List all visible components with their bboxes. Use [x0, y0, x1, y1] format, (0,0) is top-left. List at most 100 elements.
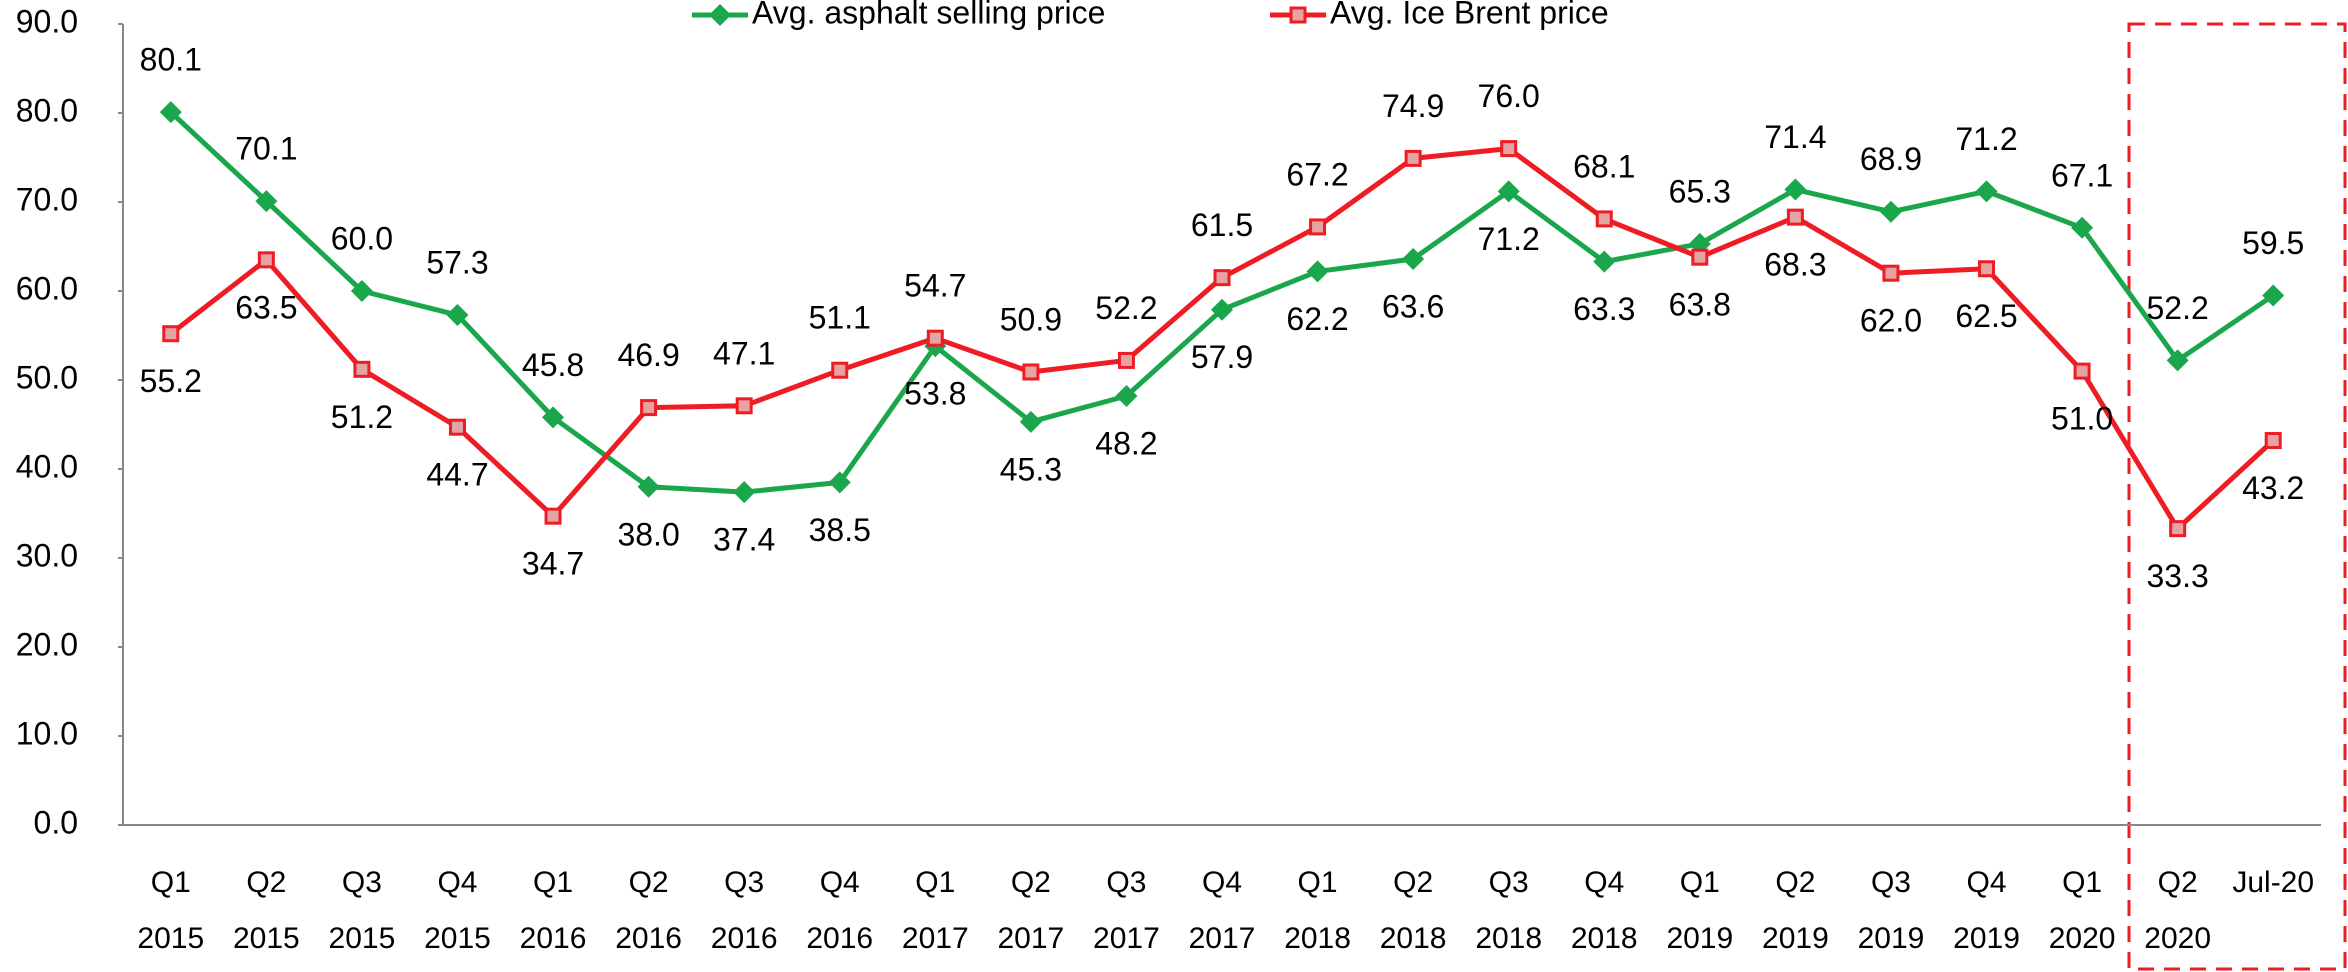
point [162, 325, 180, 343]
data-label: 65.3 [1669, 173, 1731, 209]
data-label: 68.1 [1573, 148, 1635, 184]
data-label: 55.2 [140, 363, 202, 399]
point [2262, 284, 2285, 307]
data-label: 38.5 [809, 512, 871, 548]
data-label: 57.9 [1191, 339, 1253, 375]
point [2073, 362, 2091, 380]
highlight-box [2127, 22, 2347, 971]
data-label: 44.7 [426, 457, 488, 493]
point [1497, 180, 1520, 203]
x-tick-label: Q2 2015 [233, 866, 300, 955]
point [1784, 178, 1807, 201]
legend-label: Avg. Ice Brent price [1330, 0, 1609, 30]
data-label: 51.2 [331, 399, 393, 435]
legend-label: Avg. asphalt selling price [752, 0, 1105, 30]
point [828, 471, 851, 494]
x-tick-label: Q4 2016 [806, 866, 873, 955]
data-label: 60.0 [331, 220, 393, 256]
point [1115, 385, 1138, 408]
point [1211, 298, 1233, 321]
point [1595, 210, 1613, 228]
data-label: 43.2 [2242, 470, 2304, 506]
y-tick-label: 80.0 [16, 92, 78, 128]
point [2071, 216, 2094, 239]
y-tick-label: 10.0 [16, 715, 78, 751]
point [1975, 180, 1998, 203]
point [735, 397, 753, 415]
data-label: 68.3 [1764, 247, 1826, 283]
data-label: 38.0 [617, 516, 679, 552]
point [1022, 363, 1040, 381]
data-label: 70.1 [235, 131, 297, 167]
data-label: 53.8 [904, 376, 966, 412]
point [542, 406, 565, 429]
point [1309, 218, 1327, 236]
y-tick-label: 30.0 [16, 537, 78, 573]
data-label: 57.3 [426, 244, 488, 280]
y-tick-label: 90.0 [16, 3, 78, 39]
x-tick-label: Q1 2020 [2049, 866, 2116, 955]
point [831, 361, 849, 379]
point [544, 507, 562, 525]
y-tick-label: 20.0 [16, 626, 78, 662]
x-tick-label: Q3 2015 [329, 866, 396, 955]
data-label: 74.9 [1382, 88, 1444, 124]
data-label: 63.5 [235, 289, 297, 325]
data-label: 67.1 [2051, 157, 2113, 193]
x-tick-label: Jul-20 [2232, 866, 2314, 899]
x-tick-label: Q3 2019 [1858, 866, 1925, 955]
data-label: 71.2 [1478, 221, 1540, 257]
x-tick-label: Q4 2015 [424, 866, 491, 955]
x-tick-label: Q3 2018 [1475, 866, 1542, 955]
point [1593, 250, 1616, 273]
data-label: 62.0 [1860, 303, 1922, 339]
data-label: 54.7 [904, 268, 966, 304]
x-tick-label: Q2 2020 [2144, 866, 2211, 955]
point [1213, 269, 1231, 287]
y-tick-label: 60.0 [16, 270, 78, 306]
point [257, 251, 275, 269]
data-label: 63.8 [1669, 287, 1731, 323]
data-label: 59.5 [2242, 225, 2304, 261]
point [1404, 149, 1422, 167]
data-label: 67.2 [1286, 156, 1348, 192]
data-label: 52.2 [1095, 290, 1157, 326]
y-tick-label: 50.0 [16, 359, 78, 395]
x-tick-label: Q4 2019 [1953, 866, 2020, 955]
x-tick-label: Q1 2016 [520, 866, 587, 955]
x-tick-label: Q1 2015 [137, 866, 204, 955]
x-tick-label: Q4 2017 [1189, 866, 1256, 955]
point [1786, 208, 1804, 226]
y-tick-label: 0.0 [34, 804, 78, 840]
point [353, 360, 371, 378]
data-label: 52.2 [2147, 290, 2209, 326]
point [1879, 200, 1902, 223]
data-label: 37.4 [713, 522, 775, 558]
point [640, 399, 658, 417]
point [2166, 349, 2189, 372]
x-tick-label: Q3 2016 [711, 866, 778, 955]
point [1019, 410, 1042, 433]
x-tick-label: Q2 2017 [997, 866, 1064, 955]
data-label: 80.1 [140, 42, 202, 78]
point [1402, 247, 1425, 270]
data-label: 63.6 [1382, 288, 1444, 324]
point [2264, 432, 2282, 450]
data-label: 45.3 [1000, 451, 1062, 487]
data-label: 50.9 [1000, 301, 1062, 337]
data-label: 46.9 [617, 337, 679, 373]
point [637, 475, 660, 498]
x-tick-label: Q2 2016 [615, 866, 682, 955]
x-tick-label: Q1 2018 [1284, 866, 1351, 955]
point [446, 304, 469, 327]
data-label: 62.5 [1955, 298, 2017, 334]
point [733, 481, 756, 504]
x-tick-label: Q1 2019 [1666, 866, 1733, 955]
data-label: 51.1 [809, 300, 871, 336]
data-label: 68.9 [1860, 141, 1922, 177]
data-label: 51.0 [2051, 401, 2113, 437]
data-label: 34.7 [522, 546, 584, 582]
point [255, 190, 278, 213]
data-label: 33.3 [2147, 558, 2209, 594]
